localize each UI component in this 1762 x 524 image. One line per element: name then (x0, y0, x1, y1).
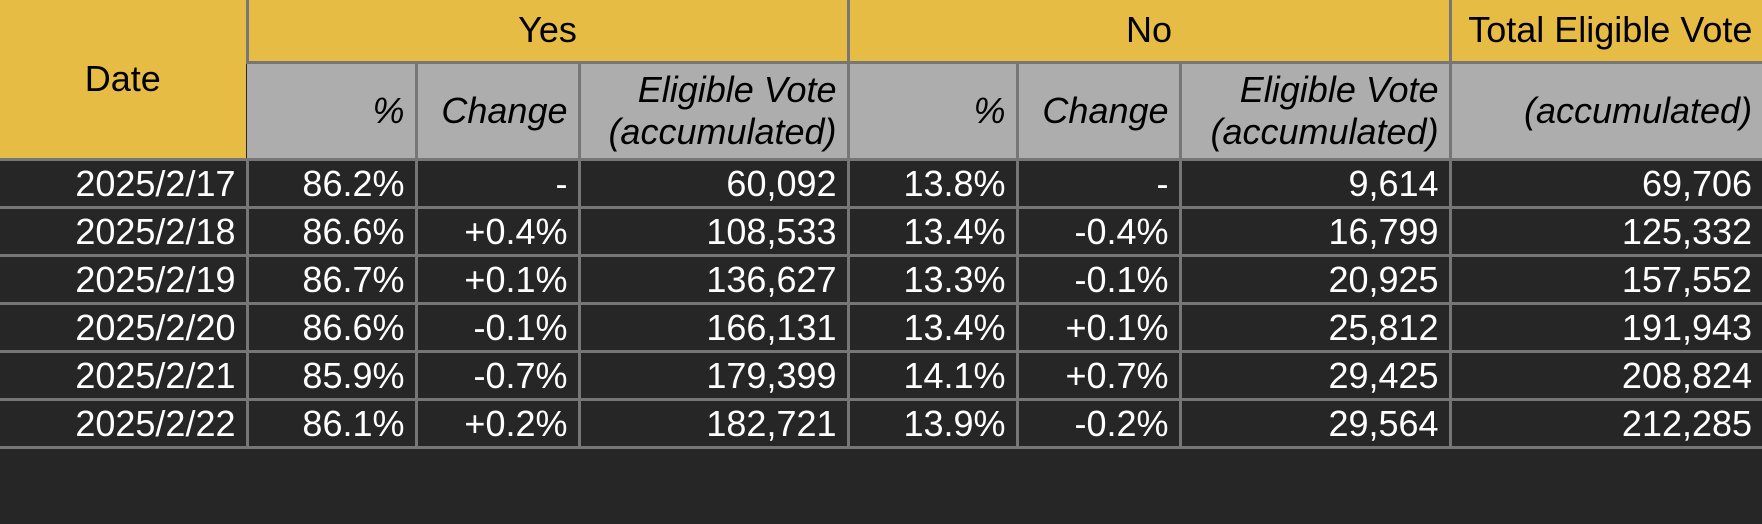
cell-yes-change: - (414, 157, 581, 209)
subheader-yes-eligible-vote: Eligible Vote (accumulated) (577, 60, 850, 161)
cell-yes-pct: 86.6% (245, 205, 418, 257)
subheader-row: % Change Eligible Vote (accumulated) % Ch… (0, 60, 1762, 161)
cell-no-pct: 13.3% (846, 253, 1019, 305)
cell-date: 2025/2/18 (0, 205, 249, 257)
cell-yes-votes: 182,721 (577, 397, 850, 449)
table-row: 2025/2/21 85.9% -0.7% 179,399 14.1% +0.7… (0, 349, 1762, 401)
subheader-no-eligible-vote: Eligible Vote (accumulated) (1178, 60, 1452, 161)
subheader-total-accumulated: (accumulated) (1448, 60, 1762, 161)
cell-total: 212,285 (1448, 397, 1762, 449)
cell-date: 2025/2/21 (0, 349, 249, 401)
cell-no-change: +0.1% (1015, 301, 1182, 353)
cell-total: 157,552 (1448, 253, 1762, 305)
subheader-line1: Eligible Vote (637, 68, 837, 110)
cell-yes-change: +0.4% (414, 205, 581, 257)
cell-no-change: +0.7% (1015, 349, 1182, 401)
cell-yes-change: +0.2% (414, 397, 581, 449)
cell-yes-change: +0.1% (414, 253, 581, 305)
cell-yes-change: -0.7% (414, 349, 581, 401)
cell-yes-votes: 166,131 (577, 301, 850, 353)
header-yes: Yes (245, 0, 850, 64)
cell-total: 191,943 (1448, 301, 1762, 353)
cell-no-change: -0.2% (1015, 397, 1182, 449)
cell-yes-votes: 60,092 (577, 157, 850, 209)
cell-no-votes: 16,799 (1178, 205, 1452, 257)
cell-total: 208,824 (1448, 349, 1762, 401)
cell-yes-pct: 86.6% (245, 301, 418, 353)
header-total-eligible-vote: Total Eligible Vote (1448, 0, 1762, 64)
subheader-line1: Eligible Vote (1239, 68, 1439, 110)
cell-total: 69,706 (1448, 157, 1762, 209)
header-group-row: Date Yes No Total Eligible Vote (0, 0, 1762, 161)
header-no: No (846, 0, 1452, 64)
cell-date: 2025/2/20 (0, 301, 249, 353)
subheader-line2: (accumulated) (1210, 110, 1439, 152)
cell-no-pct: 14.1% (846, 349, 1019, 401)
cell-yes-change: -0.1% (414, 301, 581, 353)
vote-results-table: Date Yes No Total Eligible Vote % Change… (0, 0, 1762, 449)
subheader-no-percent: % (846, 60, 1019, 161)
table-row: 2025/2/20 86.6% -0.1% 166,131 13.4% +0.1… (0, 301, 1762, 353)
cell-yes-pct: 85.9% (245, 349, 418, 401)
cell-total: 125,332 (1448, 205, 1762, 257)
cell-no-pct: 13.4% (846, 205, 1019, 257)
cell-no-change: -0.4% (1015, 205, 1182, 257)
cell-yes-votes: 179,399 (577, 349, 850, 401)
subheader-no-change: Change (1015, 60, 1182, 161)
table-row: 2025/2/18 86.6% +0.4% 108,533 13.4% -0.4… (0, 205, 1762, 257)
cell-no-pct: 13.4% (846, 301, 1019, 353)
subheader-line2: (accumulated) (608, 110, 837, 152)
cell-no-votes: 29,564 (1178, 397, 1452, 449)
cell-no-votes: 20,925 (1178, 253, 1452, 305)
subheader-yes-change: Change (414, 60, 581, 161)
cell-no-change: -0.1% (1015, 253, 1182, 305)
cell-date: 2025/2/19 (0, 253, 249, 305)
cell-no-pct: 13.8% (846, 157, 1019, 209)
cell-no-votes: 29,425 (1178, 349, 1452, 401)
cell-yes-pct: 86.1% (245, 397, 418, 449)
table-row: 2025/2/17 86.2% - 60,092 13.8% - 9,614 6… (0, 157, 1762, 209)
header-date: Date (0, 0, 249, 161)
subheader-yes-percent: % (247, 60, 418, 161)
cell-no-votes: 25,812 (1178, 301, 1452, 353)
cell-no-pct: 13.9% (846, 397, 1019, 449)
cell-date: 2025/2/22 (0, 397, 249, 449)
cell-yes-pct: 86.2% (245, 157, 418, 209)
cell-yes-votes: 108,533 (577, 205, 850, 257)
table-row: 2025/2/19 86.7% +0.1% 136,627 13.3% -0.1… (0, 253, 1762, 305)
cell-date: 2025/2/17 (0, 157, 249, 209)
cell-no-change: - (1015, 157, 1182, 209)
cell-no-votes: 9,614 (1178, 157, 1452, 209)
cell-yes-pct: 86.7% (245, 253, 418, 305)
cell-yes-votes: 136,627 (577, 253, 850, 305)
table-row: 2025/2/22 86.1% +0.2% 182,721 13.9% -0.2… (0, 397, 1762, 449)
